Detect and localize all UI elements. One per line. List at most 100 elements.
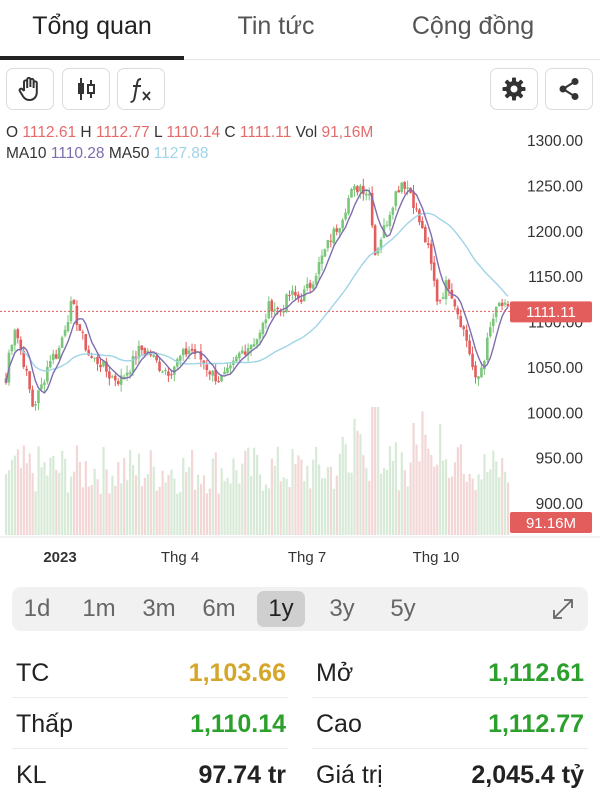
candle-body <box>326 239 330 249</box>
volume-bar <box>394 442 397 535</box>
ma-legend: MA10 1110.28 MA50 1127.88 <box>6 145 209 163</box>
tab-news[interactable]: Tin tức <box>237 12 315 40</box>
volume-badge <box>510 512 592 533</box>
volume-bar <box>117 462 120 535</box>
hand-tool-button[interactable] <box>6 68 54 110</box>
volume-bar <box>421 411 424 535</box>
volume-bar <box>143 477 146 535</box>
candle-body <box>273 309 277 311</box>
candle-body <box>40 384 43 390</box>
candle-body <box>341 219 344 229</box>
volume-bar <box>291 448 294 535</box>
volume-bar <box>235 470 238 535</box>
candle-body <box>347 197 350 214</box>
candle-body <box>170 374 173 376</box>
share-button[interactable] <box>545 68 593 110</box>
candle-body <box>57 348 61 359</box>
volume-bar <box>489 469 492 535</box>
candle-body <box>125 372 129 376</box>
range-1m-button[interactable]: 1m <box>82 595 116 622</box>
tab-overview[interactable]: Tổng quan <box>32 12 152 40</box>
volume-bar <box>131 465 135 535</box>
volume-stat-value: 97.74 tr <box>198 761 286 789</box>
volume-bar <box>58 472 61 535</box>
volume-bar <box>403 470 406 535</box>
expand-icon[interactable] <box>550 596 576 622</box>
candle-body <box>465 329 468 341</box>
candle-body <box>37 390 40 404</box>
volume-bar <box>93 468 96 535</box>
volume-bar <box>380 473 383 535</box>
volume-bar <box>155 490 158 535</box>
volume-bar <box>279 481 282 535</box>
candle-body <box>164 369 167 372</box>
volume-bar <box>332 488 335 535</box>
volume-bar <box>480 479 483 535</box>
candle-body <box>19 339 23 350</box>
candle-body <box>506 304 510 307</box>
volume-bar <box>55 469 58 535</box>
volume-bar <box>102 447 105 535</box>
candle-body <box>202 360 206 364</box>
candle-body <box>421 220 424 228</box>
candle-body <box>43 382 46 386</box>
candle-body <box>199 351 203 360</box>
volume-bar <box>270 458 273 535</box>
candle-body <box>459 316 463 328</box>
volume-bar <box>273 465 276 535</box>
candle-body <box>208 371 212 375</box>
candle-body <box>108 371 111 379</box>
volume-bar <box>244 450 247 535</box>
volume-bar <box>241 463 244 535</box>
volume-bar <box>72 471 76 535</box>
candle-body <box>432 262 436 281</box>
candle-body <box>276 307 279 310</box>
candle-body <box>78 324 82 331</box>
candle-body <box>480 367 483 378</box>
candle-body <box>350 188 353 198</box>
volume-bar <box>232 458 235 535</box>
candle-body <box>311 284 315 289</box>
range-6m-button[interactable]: 6m <box>202 595 236 622</box>
volume-bar <box>247 447 250 535</box>
volume-bar <box>191 449 194 535</box>
chart-type-button[interactable] <box>62 68 110 110</box>
candle-body <box>412 191 415 209</box>
range-3m-button[interactable]: 3m <box>142 595 176 622</box>
volume-bar <box>179 491 182 535</box>
volume-bar <box>105 469 108 535</box>
candle-body <box>317 262 321 275</box>
indicator-button[interactable] <box>117 68 165 110</box>
settings-button[interactable] <box>490 68 538 110</box>
volume-bar <box>297 455 300 535</box>
candle-body <box>406 187 409 189</box>
candle-body <box>438 299 442 301</box>
volume-bar <box>22 445 25 535</box>
tab-community[interactable]: Cộng đồng <box>411 12 535 40</box>
candle-body <box>424 227 427 243</box>
candle-body <box>409 187 412 193</box>
function-icon <box>130 78 151 103</box>
high-price-value: 1,112.77 <box>488 710 584 738</box>
candle-body <box>370 193 374 226</box>
volume-bar <box>7 470 11 535</box>
range-1d-button[interactable]: 1d <box>23 595 51 622</box>
candle-body <box>10 344 14 352</box>
volume-bar <box>356 430 359 535</box>
volume-bar <box>223 481 226 535</box>
volume-bar <box>158 486 161 535</box>
volume-bar <box>459 444 462 535</box>
candle-body <box>190 348 194 351</box>
volume-bar <box>300 459 303 535</box>
price-chart[interactable]: 1300.001250.001200.001150.001100.001050.… <box>0 125 600 575</box>
volume-bar <box>397 490 400 535</box>
volume-bar <box>436 464 439 535</box>
range-1y-button[interactable]: 1y <box>257 591 305 627</box>
candle-body <box>214 369 217 382</box>
range-3y-button[interactable]: 3y <box>329 595 355 622</box>
volume-bar <box>382 467 386 535</box>
range-5y-button[interactable]: 5y <box>390 595 416 622</box>
volume-bar <box>365 467 368 535</box>
volume-bar <box>504 471 507 535</box>
volume-bar <box>385 469 389 535</box>
